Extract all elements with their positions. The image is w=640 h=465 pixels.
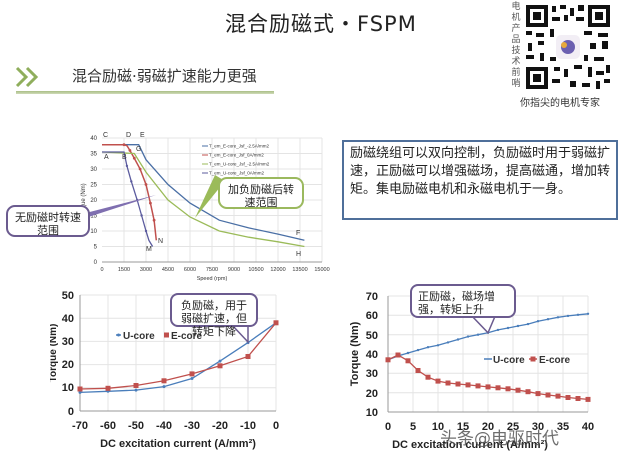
section-heading: 混合励磁·弱磁扩速能力更强 bbox=[14, 60, 276, 96]
svg-text:20: 20 bbox=[482, 421, 494, 433]
svg-text:G: G bbox=[136, 146, 141, 153]
svg-text:40: 40 bbox=[90, 136, 97, 142]
svg-text:12000: 12000 bbox=[270, 267, 285, 273]
svg-text:T_em_E-core_Jsf_-2.5A/mm2: T_em_E-core_Jsf_-2.5A/mm2 bbox=[209, 144, 270, 149]
qr-code-icon bbox=[524, 3, 612, 91]
section-subtitle: 混合励磁·弱磁扩速能力更强 bbox=[72, 67, 257, 85]
svg-text:Torque (Nm): Torque (Nm) bbox=[81, 183, 87, 216]
svg-text:B: B bbox=[122, 154, 127, 161]
callout-neg-excitation-speed: 加负励磁后转速范围 bbox=[218, 177, 304, 209]
svg-text:15000: 15000 bbox=[314, 267, 329, 273]
svg-text:-20: -20 bbox=[212, 420, 228, 432]
svg-text:C: C bbox=[103, 132, 108, 139]
svg-text:Torque (Nm): Torque (Nm) bbox=[349, 321, 361, 386]
svg-text:50: 50 bbox=[366, 330, 378, 342]
svg-text:-40: -40 bbox=[156, 420, 172, 432]
svg-text:50: 50 bbox=[62, 290, 74, 302]
svg-text:30: 30 bbox=[366, 368, 378, 380]
callout-neg-excitation: 负励磁，用于弱磁扩速，但转矩下降 bbox=[170, 293, 258, 338]
svg-text:DC excitation current (A/mm²): DC excitation current (A/mm²) bbox=[392, 439, 548, 451]
callout-no-excitation: 无励磁时转速范围 bbox=[6, 205, 90, 237]
svg-text:0: 0 bbox=[100, 267, 103, 273]
svg-text:40: 40 bbox=[62, 313, 74, 325]
svg-text:15: 15 bbox=[457, 421, 469, 433]
svg-text:E-core: E-core bbox=[171, 331, 203, 342]
svg-text:30: 30 bbox=[62, 336, 74, 348]
svg-text:0: 0 bbox=[68, 406, 74, 418]
svg-text:0: 0 bbox=[94, 260, 98, 266]
svg-text:M: M bbox=[146, 246, 152, 253]
svg-text:40: 40 bbox=[582, 421, 594, 433]
svg-text:-30: -30 bbox=[184, 420, 200, 432]
qr-caption: 你指尖的电机专家 bbox=[520, 98, 600, 109]
svg-text:60: 60 bbox=[366, 310, 378, 322]
svg-text:T_em_U-core_Jsf_0A/mm2: T_em_U-core_Jsf_0A/mm2 bbox=[209, 171, 265, 176]
svg-text:H: H bbox=[296, 251, 301, 258]
svg-text:10: 10 bbox=[62, 382, 74, 394]
svg-text:30: 30 bbox=[532, 421, 544, 433]
svg-text:9000: 9000 bbox=[228, 267, 240, 273]
svg-text:1500: 1500 bbox=[118, 267, 130, 273]
svg-text:20: 20 bbox=[90, 198, 97, 204]
svg-text:4500: 4500 bbox=[162, 267, 174, 273]
page-title: 混合励磁式・FSPM bbox=[225, 12, 417, 36]
svg-text:20: 20 bbox=[366, 388, 378, 400]
x-axis-label: Speed (rpm) bbox=[197, 276, 228, 282]
svg-text:5: 5 bbox=[410, 421, 416, 433]
svg-text:25: 25 bbox=[507, 421, 519, 433]
svg-text:13500: 13500 bbox=[292, 267, 307, 273]
svg-text:-60: -60 bbox=[100, 420, 116, 432]
callout-pos-excitation: 正励磁，磁场增强，转矩上升 bbox=[410, 284, 516, 318]
svg-text:U-core: U-core bbox=[493, 355, 525, 366]
svg-text:6000: 6000 bbox=[184, 267, 196, 273]
svg-text:3000: 3000 bbox=[140, 267, 152, 273]
svg-text:U-core: U-core bbox=[123, 331, 155, 342]
svg-text:0: 0 bbox=[273, 420, 279, 432]
qr-side-text: 电机产品技术前哨 bbox=[511, 2, 521, 89]
svg-text:-50: -50 bbox=[128, 420, 144, 432]
svg-text:0: 0 bbox=[385, 421, 391, 433]
svg-text:10: 10 bbox=[432, 421, 444, 433]
svg-text:7500: 7500 bbox=[206, 267, 218, 273]
chevron-right-icon bbox=[15, 66, 39, 88]
svg-text:T_em_E-core_Jsf_0A/mm2: T_em_E-core_Jsf_0A/mm2 bbox=[209, 153, 264, 158]
qr-code-panel: 电机产品技术前哨 你指尖的电机专家 bbox=[500, 0, 618, 109]
description-box: 励磁绕组可以双向控制，负励磁时用于弱磁扩速，正励磁可以增强磁场，提高磁通，增加转… bbox=[342, 140, 618, 220]
svg-text:D: D bbox=[126, 132, 131, 139]
svg-text:F: F bbox=[296, 230, 300, 237]
svg-text:E-core: E-core bbox=[539, 355, 571, 366]
svg-text:T_em_U-core_Jsf_-2.5A/mm2: T_em_U-core_Jsf_-2.5A/mm2 bbox=[209, 162, 270, 167]
section-divider bbox=[16, 91, 274, 94]
svg-text:5: 5 bbox=[94, 245, 98, 251]
svg-text:Torque (Nm): Torque (Nm) bbox=[50, 324, 59, 383]
svg-text:70: 70 bbox=[366, 291, 378, 303]
svg-text:A: A bbox=[104, 154, 109, 161]
svg-text:20: 20 bbox=[62, 359, 74, 371]
svg-text:10500: 10500 bbox=[248, 267, 263, 273]
svg-text:40: 40 bbox=[366, 349, 378, 361]
svg-text:-70: -70 bbox=[72, 420, 88, 432]
svg-text:10: 10 bbox=[366, 407, 378, 419]
svg-text:N: N bbox=[158, 238, 163, 245]
svg-text:25: 25 bbox=[90, 183, 97, 189]
watermark: 头条@电驱时代 bbox=[440, 429, 559, 449]
svg-text:30: 30 bbox=[90, 167, 97, 173]
svg-text:DC excitation current (A/mm²): DC excitation current (A/mm²) bbox=[100, 438, 256, 450]
svg-text:10: 10 bbox=[90, 229, 97, 235]
svg-text:35: 35 bbox=[90, 152, 97, 158]
svg-text:E: E bbox=[140, 132, 145, 139]
svg-text:35: 35 bbox=[557, 421, 569, 433]
svg-text:15: 15 bbox=[90, 214, 97, 220]
svg-text:-10: -10 bbox=[240, 420, 256, 432]
